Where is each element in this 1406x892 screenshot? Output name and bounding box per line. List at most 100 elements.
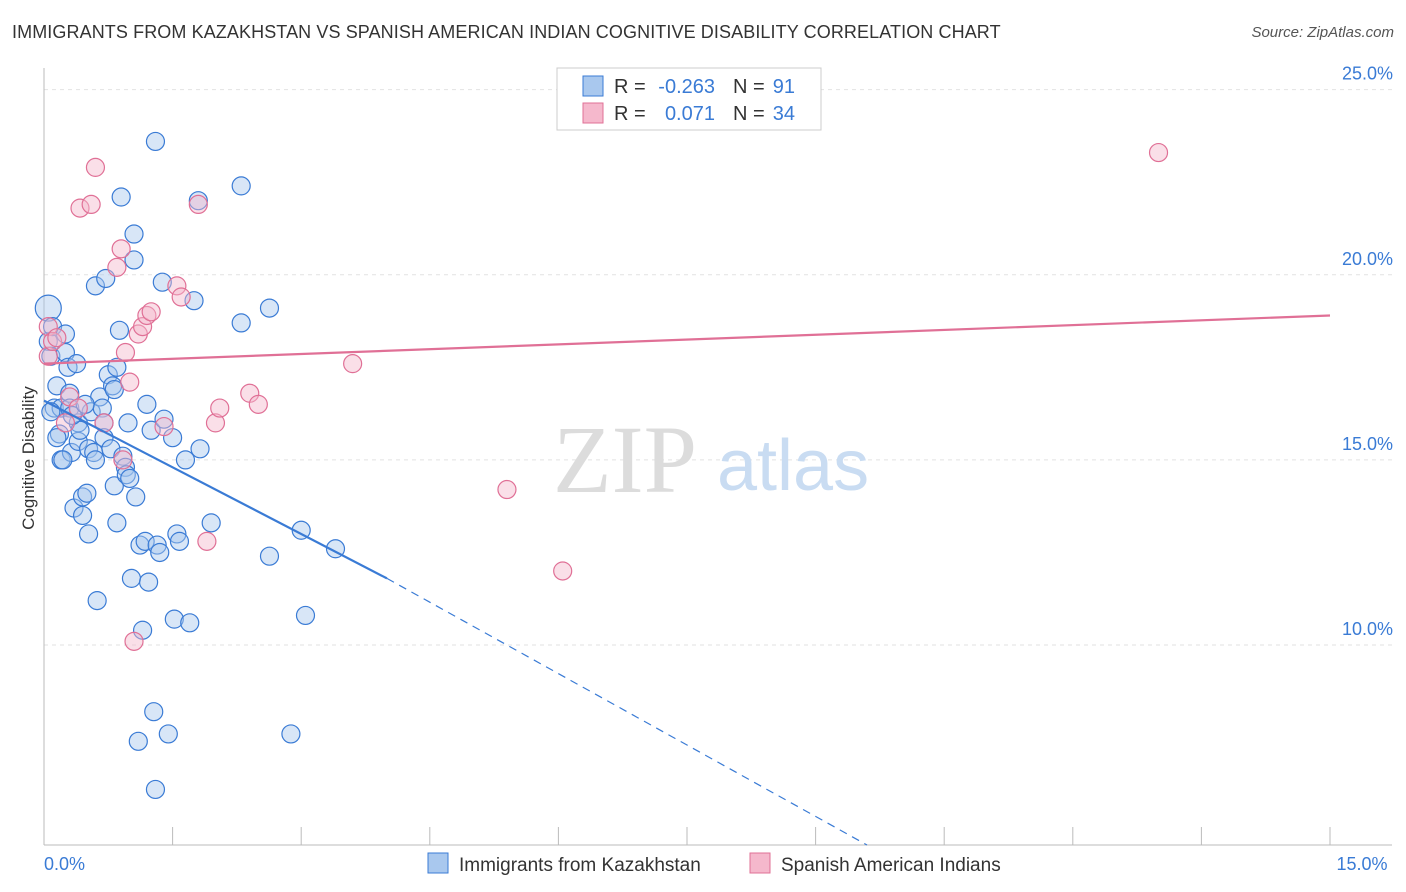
point xyxy=(135,531,155,551)
point xyxy=(124,224,144,244)
trendline-series-1 xyxy=(43,399,388,580)
point xyxy=(141,420,161,440)
x-tick-labels: 0.0% 15.0% xyxy=(44,854,1388,874)
point xyxy=(111,239,131,259)
stats-n-label-2: N = xyxy=(733,103,765,125)
point xyxy=(85,157,106,177)
legend-label-series-2: Spanish American Indians xyxy=(781,855,1001,876)
point xyxy=(47,428,67,448)
point xyxy=(77,483,97,503)
y-tick-label-2: 20.0% xyxy=(1342,249,1393,269)
point xyxy=(147,535,167,555)
chart-source: Source: ZipAtlas.com xyxy=(1251,24,1394,41)
point xyxy=(101,439,121,459)
point xyxy=(72,505,93,526)
point xyxy=(109,320,130,340)
point xyxy=(497,479,517,500)
stats-r-value-2: 0.071 xyxy=(665,103,715,125)
point xyxy=(1148,142,1169,163)
trendline-series-1-extension xyxy=(386,577,868,846)
point xyxy=(81,194,101,215)
point xyxy=(295,605,316,626)
legend: Immigrants from Kazakhstan Spanish Ameri… xyxy=(427,852,1001,876)
point xyxy=(120,468,140,489)
x-tick-label-1: 15.0% xyxy=(1336,854,1387,874)
point xyxy=(121,568,142,588)
point xyxy=(144,702,164,722)
gridlines xyxy=(44,89,1392,646)
legend-swatch-pink xyxy=(749,852,771,874)
legend-label-series-1: Immigrants from Kazakhstan xyxy=(459,855,701,876)
y-tick-label-3: 25.0% xyxy=(1342,64,1393,84)
trendline-series-2 xyxy=(43,314,1331,365)
point xyxy=(152,272,172,292)
point xyxy=(68,398,88,418)
point xyxy=(53,450,73,470)
point xyxy=(87,591,107,611)
point xyxy=(158,724,178,744)
point xyxy=(343,354,363,374)
point xyxy=(120,372,140,392)
watermark: ZIP atlas xyxy=(553,406,869,513)
point xyxy=(47,328,67,348)
point xyxy=(188,194,208,215)
point xyxy=(118,413,138,433)
stats-n-value-1: 91 xyxy=(773,76,795,98)
stats-box: R = -0.263 N = 91 R = 0.071 N = 34 xyxy=(556,67,822,131)
axes xyxy=(43,68,1392,846)
point xyxy=(138,572,159,592)
point xyxy=(124,631,144,651)
point xyxy=(164,609,184,629)
point xyxy=(259,298,280,318)
stats-n-label-1: N = xyxy=(733,76,765,98)
point xyxy=(34,294,62,322)
point xyxy=(281,724,301,744)
point xyxy=(70,198,90,218)
point xyxy=(116,465,136,485)
point xyxy=(85,450,106,470)
y-tick-labels: 10.0% 15.0% 20.0% 25.0% xyxy=(1342,64,1393,639)
point xyxy=(128,731,148,751)
point xyxy=(231,313,251,333)
points-series-1 xyxy=(34,131,346,800)
point xyxy=(259,546,280,566)
point xyxy=(115,342,136,363)
point xyxy=(137,394,157,414)
point xyxy=(201,513,221,533)
point xyxy=(132,317,153,337)
point xyxy=(104,476,124,496)
point xyxy=(124,250,144,270)
point xyxy=(169,531,190,551)
stats-swatch-blue xyxy=(582,75,604,97)
point xyxy=(190,439,210,459)
stats-r-label-1: R = xyxy=(614,76,646,98)
point xyxy=(171,287,191,307)
x-tick-label-0: 0.0% xyxy=(44,854,85,874)
chart-title: IMMIGRANTS FROM KAZAKHSTAN VS SPANISH AM… xyxy=(12,22,1001,42)
point xyxy=(115,457,136,477)
y-tick-label-1: 15.0% xyxy=(1342,434,1393,454)
point xyxy=(55,413,76,433)
point xyxy=(197,531,217,551)
watermark-zip: ZIP xyxy=(553,406,697,513)
point xyxy=(150,542,170,563)
point xyxy=(180,613,200,633)
point xyxy=(145,779,166,800)
point xyxy=(38,346,58,366)
point xyxy=(126,487,146,507)
point xyxy=(113,450,133,470)
point xyxy=(184,291,204,311)
point xyxy=(78,524,99,544)
trendlines xyxy=(43,314,1331,846)
point xyxy=(85,276,106,296)
point xyxy=(104,379,124,400)
point xyxy=(553,561,573,581)
stats-r-value-1: -0.263 xyxy=(658,76,715,98)
legend-swatch-blue xyxy=(427,852,449,874)
watermark-atlas: atlas xyxy=(717,426,869,506)
point xyxy=(141,302,161,322)
point xyxy=(154,409,174,429)
stats-r-label-2: R = xyxy=(614,103,646,125)
y-tick-label-0: 10.0% xyxy=(1342,619,1393,639)
